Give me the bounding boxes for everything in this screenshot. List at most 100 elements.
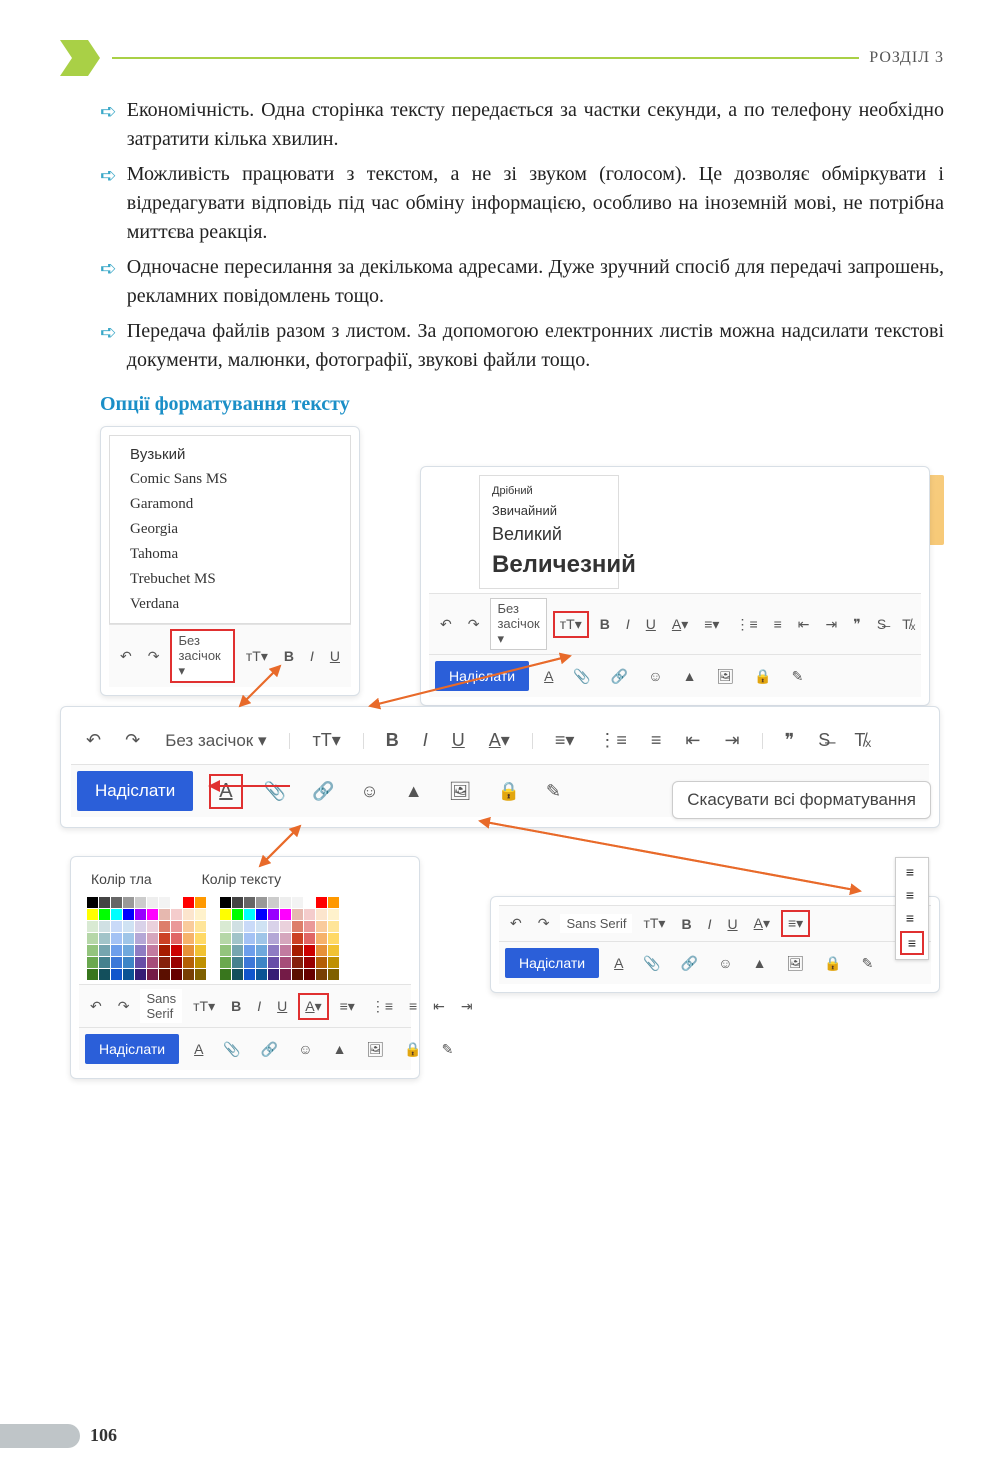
color-swatch[interactable]	[268, 957, 279, 968]
color-swatch[interactable]	[195, 957, 206, 968]
color-swatch[interactable]	[292, 945, 303, 956]
color-swatch[interactable]	[123, 957, 134, 968]
color-swatch[interactable]	[159, 945, 170, 956]
color-swatch[interactable]	[292, 909, 303, 920]
color-swatch[interactable]	[111, 921, 122, 932]
color-swatch[interactable]	[147, 933, 158, 944]
text-color-icon[interactable]: A	[189, 1038, 208, 1060]
font-dropdown[interactable]: Sans Serif	[140, 989, 182, 1023]
color-swatch[interactable]	[195, 921, 206, 932]
font-dropdown[interactable]: Без засічок ▾	[490, 598, 546, 650]
color-swatch[interactable]	[280, 897, 291, 908]
color-swatch[interactable]	[123, 945, 134, 956]
color-swatch[interactable]	[280, 969, 291, 980]
underline-icon[interactable]: U	[447, 727, 470, 754]
italic-icon[interactable]: I	[418, 727, 433, 754]
color-swatch[interactable]	[256, 933, 267, 944]
emoji-icon[interactable]: ☺	[643, 665, 667, 687]
send-button[interactable]: Надіслати	[435, 661, 529, 691]
color-swatch[interactable]	[147, 897, 158, 908]
pen-icon[interactable]: ✎	[787, 665, 809, 688]
color-swatch[interactable]	[256, 945, 267, 956]
font-size-icon[interactable]: тТ▾	[241, 645, 273, 668]
italic-icon[interactable]: I	[621, 613, 635, 635]
color-swatch[interactable]	[87, 957, 98, 968]
text-color-icon[interactable]: A▾	[298, 993, 328, 1020]
color-swatch[interactable]	[268, 921, 279, 932]
color-swatch[interactable]	[232, 897, 243, 908]
color-swatch[interactable]	[316, 897, 327, 908]
color-swatch[interactable]	[123, 897, 134, 908]
color-swatch[interactable]	[220, 897, 231, 908]
color-swatch[interactable]	[147, 945, 158, 956]
color-swatch[interactable]	[292, 957, 303, 968]
indent-less-icon[interactable]: ⇤	[793, 613, 815, 636]
color-swatch[interactable]	[183, 921, 194, 932]
color-swatch[interactable]	[147, 957, 158, 968]
color-swatch[interactable]	[171, 957, 182, 968]
color-swatch[interactable]	[328, 957, 339, 968]
align-icon[interactable]: ≡▾	[699, 613, 724, 636]
color-swatch[interactable]	[195, 909, 206, 920]
undo-icon[interactable]: ↶	[81, 727, 106, 754]
align-center-icon[interactable]: ≡	[900, 885, 924, 905]
color-swatch[interactable]	[304, 921, 315, 932]
color-swatch[interactable]	[268, 945, 279, 956]
color-swatch[interactable]	[280, 945, 291, 956]
color-swatch[interactable]	[111, 909, 122, 920]
color-swatch[interactable]	[111, 945, 122, 956]
color-swatch[interactable]	[304, 933, 315, 944]
color-swatch[interactable]	[316, 969, 327, 980]
color-swatch[interactable]	[171, 909, 182, 920]
drive-icon[interactable]: ▲	[748, 952, 772, 974]
send-button[interactable]: Надіслати	[85, 1034, 179, 1064]
redo-icon[interactable]: ↷	[120, 727, 145, 754]
text-color-icon[interactable]: A▾	[667, 613, 693, 636]
color-swatch[interactable]	[159, 957, 170, 968]
attach-icon[interactable]: 📎	[568, 665, 595, 688]
color-swatch[interactable]	[135, 921, 146, 932]
color-swatch[interactable]	[292, 969, 303, 980]
strikethrough-icon[interactable]: S̶	[813, 727, 835, 754]
emoji-icon[interactable]: ☺	[713, 952, 737, 974]
attach-icon[interactable]: 📎	[638, 952, 665, 975]
bold-icon[interactable]: B	[676, 913, 696, 935]
color-swatch[interactable]	[159, 921, 170, 932]
color-swatch[interactable]	[183, 945, 194, 956]
numbered-list-icon[interactable]: ⋮≡	[730, 613, 762, 636]
color-swatch[interactable]	[171, 969, 182, 980]
color-swatch[interactable]	[99, 957, 110, 968]
color-swatch[interactable]	[183, 969, 194, 980]
color-swatch[interactable]	[111, 933, 122, 944]
redo-icon[interactable]: ↷	[143, 645, 165, 668]
send-button[interactable]: Надіслати	[505, 948, 599, 978]
align-justify-icon[interactable]: ≡	[900, 931, 924, 955]
color-swatch[interactable]	[244, 909, 255, 920]
redo-icon[interactable]: ↷	[113, 995, 135, 1018]
underline-icon[interactable]: U	[641, 613, 661, 635]
color-swatch[interactable]	[123, 969, 134, 980]
emoji-icon[interactable]: ☺	[293, 1038, 317, 1060]
color-swatch[interactable]	[87, 897, 98, 908]
color-swatch[interactable]	[171, 933, 182, 944]
link-icon[interactable]: 🔗	[676, 952, 703, 975]
size-option[interactable]: Великий	[480, 521, 618, 548]
color-swatch[interactable]	[280, 957, 291, 968]
indent-more-icon[interactable]: ⇥	[720, 727, 745, 754]
color-swatch[interactable]	[280, 921, 291, 932]
underline-icon[interactable]: U	[722, 913, 742, 935]
color-swatch[interactable]	[147, 921, 158, 932]
color-swatch[interactable]	[135, 909, 146, 920]
color-swatch[interactable]	[328, 897, 339, 908]
align-left-icon[interactable]: ≡	[900, 862, 924, 882]
color-swatch[interactable]	[195, 933, 206, 944]
color-swatch[interactable]	[304, 945, 315, 956]
font-size-icon[interactable]: тТ▾	[307, 727, 345, 754]
color-swatch[interactable]	[159, 969, 170, 980]
emoji-icon[interactable]: ☺	[355, 778, 383, 805]
color-swatch[interactable]	[195, 945, 206, 956]
bold-icon[interactable]: B	[381, 727, 404, 754]
italic-icon[interactable]: I	[305, 645, 319, 667]
color-swatch[interactable]	[280, 909, 291, 920]
send-button[interactable]: Надіслати	[77, 771, 193, 811]
